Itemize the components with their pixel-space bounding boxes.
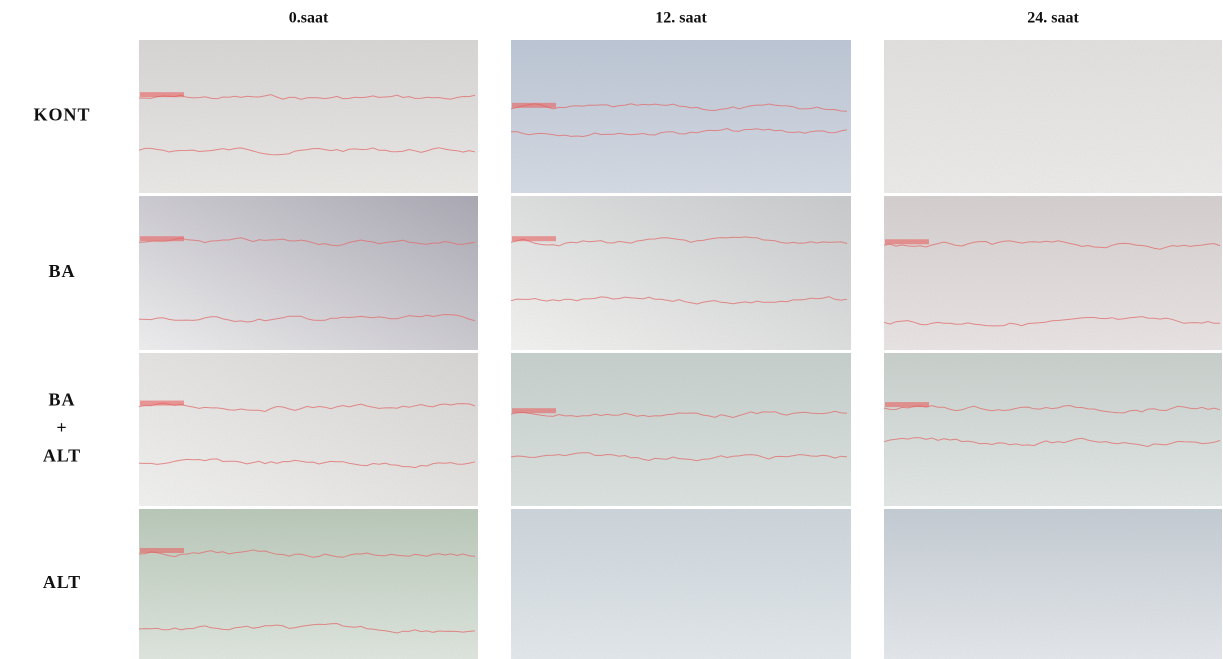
wound-edge [138,549,476,558]
row-label: ALT [43,446,81,466]
scale-mark [140,236,184,242]
wound-edge [138,313,476,323]
texture [511,509,851,659]
texture [139,353,478,506]
column-header: 0.saat [289,10,329,27]
scale-mark [140,92,184,98]
texture [884,509,1222,659]
wound-edge [883,437,1221,448]
wound-edge [139,94,476,100]
scale-mark [512,408,556,414]
wound-edge [510,236,848,247]
wound-edge [510,127,848,138]
texture [511,353,851,506]
column-header: 12. saat [655,10,707,27]
wound-edge [510,410,848,419]
wound-edge [883,404,1221,414]
scale-mark [140,400,184,406]
row-label: BA [48,390,75,410]
row-label: ALT [43,572,81,592]
wound-edge [883,316,1221,327]
wound-edge [138,458,476,469]
column-header: 24. saat [1027,10,1079,27]
wound-edge [138,237,476,247]
scale-mark [140,548,184,553]
wound-edge [510,103,848,112]
row-label: KONT [33,105,90,125]
texture [139,509,478,659]
scale-mark [885,402,929,408]
row-label: + [56,418,67,438]
wound-edge [138,402,476,413]
wound-edge [883,240,1221,250]
scale-mark [512,102,556,108]
texture [511,196,851,350]
wound-edge [510,296,848,305]
texture [884,353,1222,506]
scale-mark [512,236,556,242]
wound-edge [138,147,476,156]
row-label: BA [48,261,75,281]
wound-edge [138,622,476,634]
texture [139,40,478,193]
scale-mark [885,239,929,245]
texture [884,196,1222,350]
wound-edge [510,452,848,462]
texture [884,40,1222,193]
texture [511,40,851,193]
texture [139,196,478,350]
